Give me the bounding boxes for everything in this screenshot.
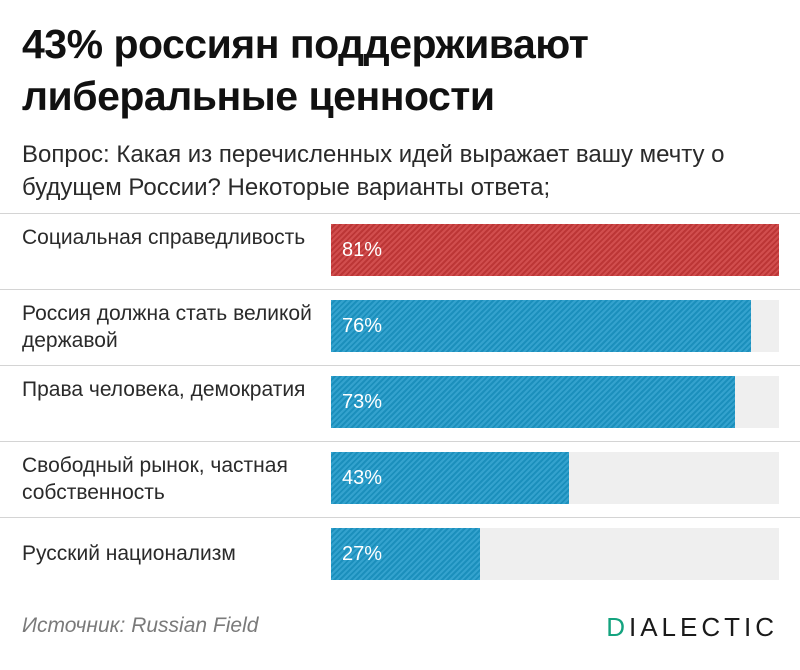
- bar-value-label: 27%: [342, 543, 383, 565]
- row-divider: [0, 289, 800, 290]
- bar-track: 27%: [331, 528, 779, 580]
- bar-value-label: 76%: [342, 315, 383, 337]
- bar-track: 43%: [331, 452, 779, 504]
- logo-accent-letter: D: [606, 612, 629, 642]
- row-divider: [0, 517, 800, 518]
- category-label: Свободный рынок, частная собственность: [22, 454, 288, 504]
- chart-subtitle: Вопрос: Какая из перечисленных идей выра…: [22, 141, 725, 201]
- bar-track: 81%: [331, 224, 779, 276]
- category-label: Права человека, демократия: [22, 378, 306, 401]
- bar-track: 76%: [331, 300, 779, 352]
- bar-value-label: 73%: [342, 391, 383, 413]
- category-label: Русский национализм: [22, 542, 236, 565]
- category-label: Россия должна стать великой державой: [22, 302, 312, 352]
- bar: 43%: [331, 452, 569, 504]
- bar: 76%: [331, 300, 751, 352]
- bar-value-label: 43%: [342, 467, 383, 489]
- row-divider: [0, 365, 800, 366]
- logo-wordmark: IALECTIC: [628, 612, 778, 642]
- bar: 81%: [331, 224, 779, 276]
- dialectic-logo: DIALECTIC: [606, 612, 778, 643]
- bar: 27%: [331, 528, 480, 580]
- row-divider: [0, 213, 800, 214]
- bar: 73%: [331, 376, 735, 428]
- chart-title: 43% россиян поддерживают либеральные цен…: [22, 21, 589, 119]
- bar-value-label: 81%: [342, 239, 383, 261]
- row-divider: [0, 441, 800, 442]
- bar-track: 73%: [331, 376, 779, 428]
- source-note: Источник: Russian Field: [22, 614, 259, 637]
- category-label: Социальная справедливость: [22, 226, 306, 249]
